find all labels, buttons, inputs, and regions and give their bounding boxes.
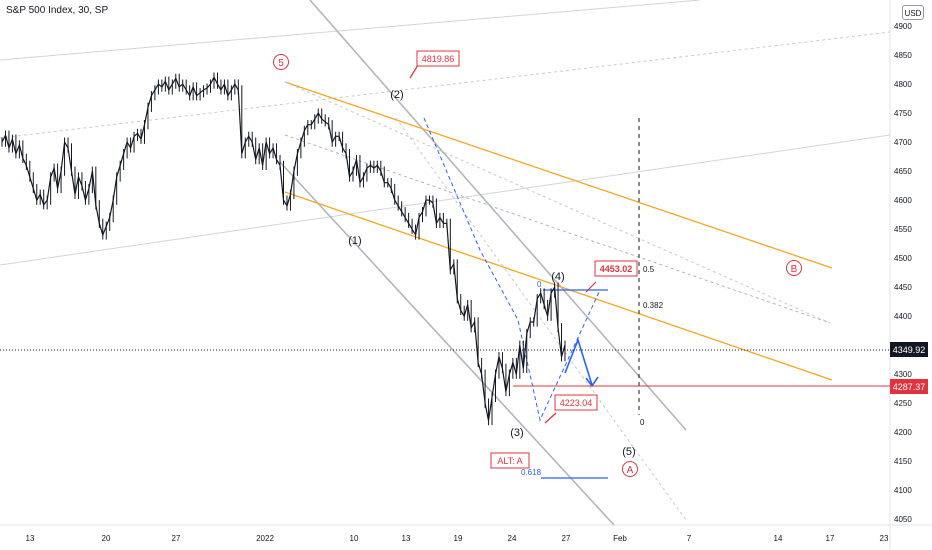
callout-4223: 4223.04 — [560, 398, 593, 408]
alt-label: ALT: A — [497, 456, 522, 466]
y-tick-label: 4700 — [894, 138, 912, 147]
y-tick-label: 4900 — [894, 22, 912, 31]
y-tick-label: 4750 — [894, 109, 912, 118]
x-tick-label: 7 — [687, 534, 692, 543]
reference-price-tag — [890, 379, 928, 394]
dotted-diagonal-1 — [284, 81, 831, 324]
x-tick-label: 2022 — [256, 534, 274, 543]
y-tick-label: 4200 — [894, 428, 912, 437]
price-line — [1, 75, 566, 421]
dotted-diagonal-2 — [395, 117, 687, 521]
wave-b-circle — [786, 260, 802, 276]
y-tick-label: 4800 — [894, 80, 912, 89]
time-axis[interactable]: 13 20 27 2022 10 13 19 24 27 Feb 7 14 17 23 — [26, 534, 889, 543]
x-tick-label: 27 — [172, 534, 181, 543]
x-tick-label: 13 — [26, 534, 35, 543]
wave-label-2: (2) — [390, 89, 403, 101]
x-tick-label: Feb — [613, 534, 627, 543]
currency-selector[interactable]: USD — [902, 5, 924, 20]
gray-channel-upper — [309, 0, 687, 431]
symbol-title: S&P 500 Index, 30, SP — [6, 5, 109, 16]
dotted-midline — [284, 134, 831, 324]
fib-label-05: 0.5 — [643, 265, 655, 274]
last-price-tag — [890, 342, 928, 357]
y-tick-label: 4600 — [894, 196, 912, 205]
x-tick-label: 19 — [454, 534, 463, 543]
long-channel-lower — [0, 134, 891, 266]
wave-5-circle — [273, 54, 289, 70]
y-tick-label: 4150 — [894, 457, 912, 466]
fib-label-618: 0.618 — [521, 468, 542, 477]
x-tick-label: 14 — [774, 534, 783, 543]
x-tick-label: 27 — [562, 534, 571, 543]
wave-label-a: A — [627, 465, 634, 476]
blue-arrow-head — [585, 376, 599, 388]
wave-label-4: (4) — [551, 271, 564, 283]
labels-layer: 5 (2) (1) (3) (4) (5) A B 4819.86 4453.0… — [273, 50, 802, 477]
callout-4819-pointer — [409, 64, 419, 79]
y-tick-label: 4100 — [894, 486, 912, 495]
price-series — [1, 72, 566, 426]
y-tick-label: 4250 — [894, 399, 912, 408]
wave-label-1: (1) — [348, 235, 361, 247]
y-tick-label: 4500 — [894, 254, 912, 263]
x-tick-label: 20 — [102, 534, 111, 543]
callout-4453-box — [594, 260, 638, 277]
callout-4453: 4453.02 — [600, 264, 633, 274]
callout-4819-box — [416, 50, 460, 67]
x-tick-label: 17 — [826, 534, 835, 543]
orange-channel-upper — [284, 81, 833, 269]
x-tick-label: 24 — [508, 534, 517, 543]
price-axis[interactable]: 4900 4850 4800 4750 4700 4650 4600 4550 4500 4450… — [894, 22, 912, 524]
y-tick-label: 4650 — [894, 167, 912, 176]
y-tick-label: 4050 — [894, 515, 912, 524]
callout-4223-pointer — [544, 412, 557, 424]
long-channel-upper — [0, 0, 701, 61]
x-tick-label: 10 — [350, 534, 359, 543]
reference-price-value: 4287.37 — [893, 382, 926, 392]
x-tick-label: 23 — [880, 534, 889, 543]
gray-channel-lower — [279, 161, 615, 526]
y-tick-label: 4850 — [894, 51, 912, 60]
y-tick-label: 4550 — [894, 225, 912, 234]
fib-label-0-blue: 0 — [537, 280, 542, 289]
wave-a-circle — [622, 461, 638, 477]
drawings-layer — [0, 0, 891, 526]
x-tick-label: 13 — [402, 534, 411, 543]
fib-label-0382: 0.382 — [643, 301, 664, 310]
alt-label-box — [490, 452, 530, 469]
y-tick-label: 4400 — [894, 312, 912, 321]
wave-label-5-alt: (5) — [622, 446, 635, 458]
blue-dashed-projection — [423, 117, 601, 422]
wave-label-b: B — [791, 264, 798, 275]
callout-4223-box — [554, 394, 598, 411]
wave-label-5: 5 — [278, 58, 284, 69]
blue-arrow-path — [564, 337, 593, 386]
long-dotted-line — [0, 31, 891, 139]
fib-label-0-bottom: 0 — [640, 418, 645, 427]
wave-label-3: (3) — [510, 427, 523, 439]
last-price-value: 4349.92 — [893, 345, 926, 355]
y-tick-label: 4450 — [894, 283, 912, 292]
callout-4453-pointer — [585, 281, 597, 293]
callout-4819: 4819.86 — [422, 54, 455, 64]
y-tick-label: 4300 — [894, 370, 912, 379]
